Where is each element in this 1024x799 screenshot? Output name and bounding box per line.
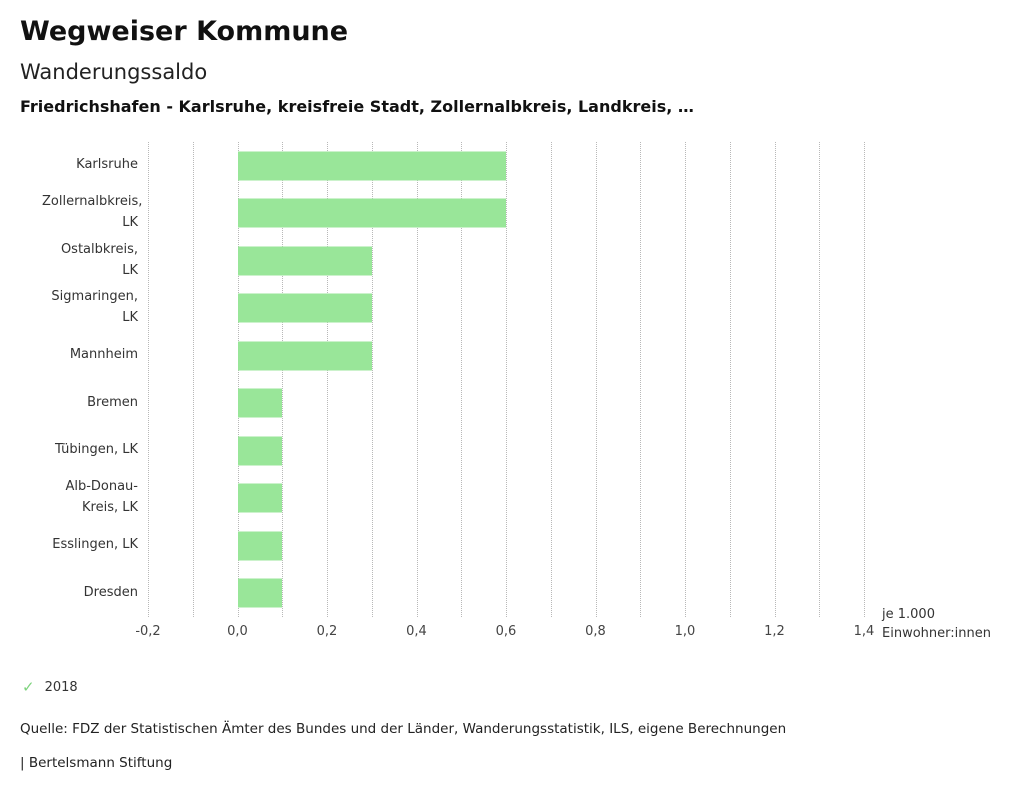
axis-unit-line1: je 1.000 [882, 607, 935, 622]
bar[interactable] [237, 578, 283, 608]
axis-unit-line2: Einwohner:innen [882, 625, 991, 641]
x-axis: -0,2 0,0 0,2 0,4 0,6 0,8 1,0 1,2 1,4 [135, 624, 874, 650]
gridline [148, 142, 149, 617]
gridline [237, 142, 239, 617]
gridline [327, 142, 328, 617]
gridline [371, 142, 373, 617]
category-axis: Karlsruhe Zollernalbkreis, LK Ostalbkreis,… [20, 142, 148, 650]
bar[interactable] [237, 246, 372, 276]
bar-row [148, 237, 864, 285]
x-tick-label: 0,2 [316, 624, 338, 639]
category-label: Karlsruhe [76, 157, 138, 173]
bar-row [148, 332, 864, 380]
gridline [506, 142, 507, 617]
bar[interactable] [237, 198, 506, 228]
bar-chart: Karlsruhe Zollernalbkreis, LK Ostalbkreis,… [20, 142, 1004, 650]
bar-row [148, 570, 864, 618]
report-page: Wegweiser Kommune Wanderungssaldo Friedr… [20, 16, 1004, 771]
plot-area: -0,2 0,0 0,2 0,4 0,6 0,8 1,0 1,2 1,4 je 1.000 Ei… [135, 142, 991, 650]
gridline [282, 142, 284, 617]
x-tick-label: 0,6 [495, 624, 517, 639]
x-tick-label: -0,2 [135, 624, 161, 639]
gridline [729, 142, 731, 617]
bar[interactable] [237, 436, 283, 466]
axis-unit-label: je 1.000 Einwohner:innen [882, 606, 991, 644]
bar-row [148, 475, 864, 523]
bar[interactable] [237, 151, 506, 181]
x-tick-label: 1,2 [764, 624, 785, 639]
category-label: Dresden [83, 584, 138, 600]
branding: | Bertelsmann Stiftung [20, 755, 173, 771]
gridline [819, 142, 821, 617]
bar[interactable] [237, 483, 283, 513]
category-label: Bremen [87, 394, 138, 410]
chart-title: Wanderungssaldo [20, 60, 208, 84]
page-title: Wegweiser Kommune [20, 16, 349, 47]
legend-item-2018[interactable]: 2018 [44, 680, 78, 695]
x-tick-label: 0,0 [227, 624, 248, 639]
source-note: Quelle: FDZ der Statistischen Ämter des … [20, 721, 787, 737]
category-label: Ostalbkreis, LK [60, 241, 138, 278]
bar[interactable] [237, 293, 372, 323]
gridline [461, 142, 463, 617]
check-icon: ✓ [22, 678, 35, 696]
bar[interactable] [237, 388, 283, 418]
bar-row [148, 285, 864, 333]
gridline [550, 142, 552, 617]
bar-row [148, 380, 864, 428]
category-label: Zollernalbkreis, LK [42, 194, 143, 231]
category-label: Esslingen, LK [52, 537, 138, 553]
x-tick-label: 1,4 [853, 624, 875, 639]
x-tick-label: 0,8 [585, 624, 606, 639]
category-label: Tübingen, LK [54, 442, 138, 458]
x-tick-label: 0,4 [406, 624, 427, 639]
bar-row [148, 427, 864, 475]
chart-subtitle: Friedrichshafen - Karlsruhe, kreisfreie … [20, 97, 694, 116]
x-tick-label: 1,0 [674, 624, 696, 639]
legend: ✓ 2018 [22, 678, 1004, 696]
gridline [774, 142, 776, 617]
gridline [416, 142, 418, 617]
bar-row [148, 142, 864, 190]
gridline [685, 142, 686, 617]
bars [148, 142, 864, 617]
bar[interactable] [237, 341, 372, 371]
gridlines [148, 142, 865, 617]
bar-row [148, 522, 864, 570]
category-label: Alb-Donau-Kreis, LK [65, 479, 138, 516]
gridline [864, 142, 865, 617]
category-label: Sigmaringen, LK [51, 289, 138, 326]
category-label: Mannheim [69, 347, 138, 363]
gridline [595, 142, 597, 617]
gridline [640, 142, 642, 617]
bar[interactable] [237, 531, 283, 561]
bar-row [148, 190, 864, 238]
gridline [192, 142, 194, 617]
